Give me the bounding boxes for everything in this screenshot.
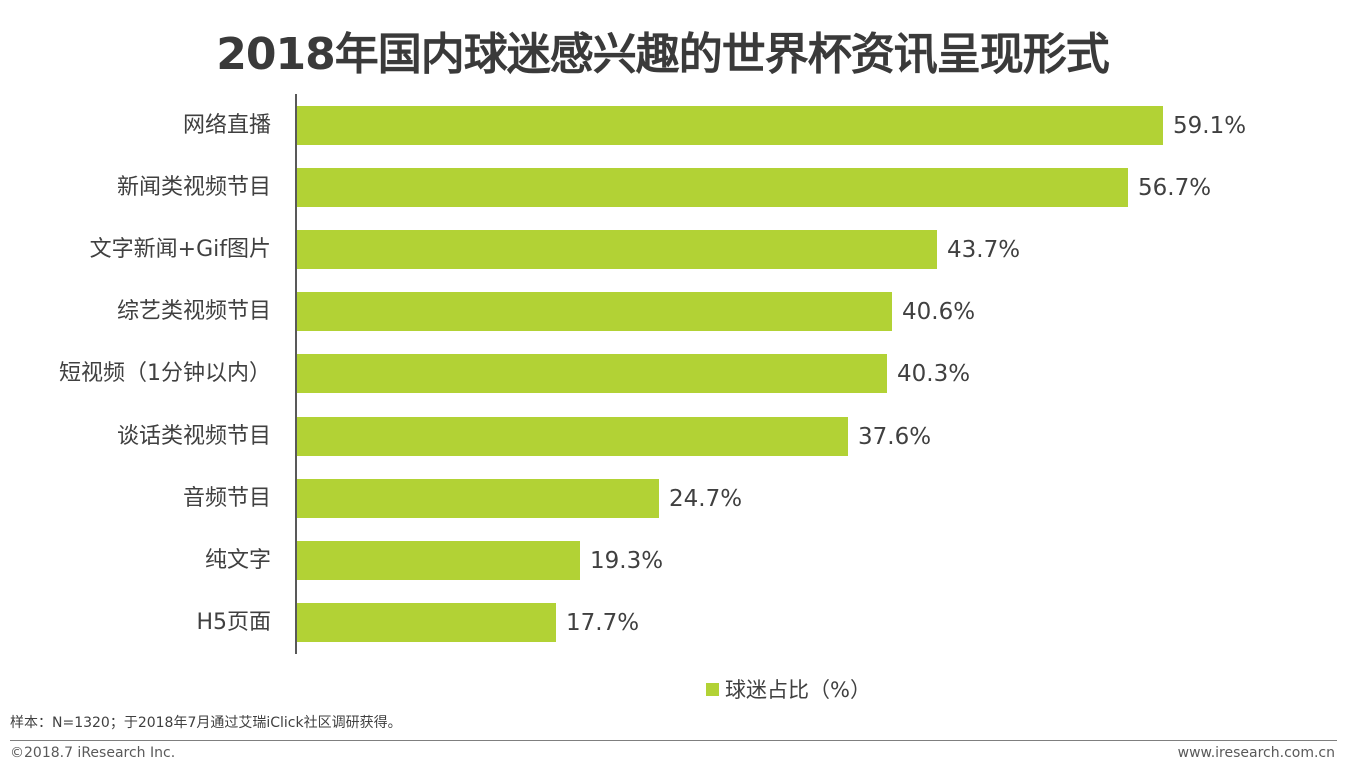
bar (297, 230, 937, 269)
chart-title: 2018年国内球迷感兴趣的世界杯资讯呈现形式 (216, 29, 1109, 80)
sample-note: 样本：N=1320；于2018年7月通过艾瑞iClick社区调研获得。 (10, 715, 402, 731)
value-label: 56.7% (1138, 175, 1212, 201)
bar (297, 479, 659, 518)
bar-row: 文字新闻+Gif图片 43.7% (0, 230, 1345, 270)
copyright: ©2018.7 iResearch Inc. (10, 745, 176, 761)
value-label: 40.3% (897, 361, 971, 387)
bar (297, 417, 848, 456)
footer-divider (10, 740, 1337, 741)
value-label: 17.7% (566, 610, 640, 636)
bar-row: 网络直播 59.1% (0, 106, 1345, 146)
bar (297, 106, 1163, 145)
category-label: 新闻类视频节目 (116, 175, 271, 200)
value-label: 19.3% (590, 548, 664, 574)
bar-row: 音频节目 24.7% (0, 479, 1345, 519)
category-label: 综艺类视频节目 (116, 299, 271, 324)
value-label: 24.7% (669, 486, 743, 512)
legend-label: 球迷占比（%） (725, 678, 871, 702)
category-label: 纯文字 (204, 548, 271, 573)
legend: 球迷占比（%） (706, 674, 871, 704)
bar (297, 168, 1128, 207)
category-label: H5页面 (196, 610, 271, 635)
bar-row: H5页面 17.7% (0, 603, 1345, 643)
bar-row: 短视频（1分钟以内） 40.3% (0, 354, 1345, 394)
bar-row: 纯文字 19.3% (0, 541, 1345, 581)
website-url: www.iresearch.com.cn (1177, 745, 1335, 761)
value-label: 40.6% (902, 299, 976, 325)
bar-row: 新闻类视频节目 56.7% (0, 168, 1345, 208)
category-label: 文字新闻+Gif图片 (89, 237, 271, 262)
value-label: 59.1% (1173, 113, 1247, 139)
category-label: 音频节目 (182, 486, 271, 511)
value-label: 37.6% (858, 424, 932, 450)
category-label: 谈话类视频节目 (116, 424, 271, 449)
legend-swatch (706, 682, 719, 696)
bar-row: 综艺类视频节目 40.6% (0, 292, 1345, 332)
bar (297, 603, 556, 642)
bar (297, 541, 580, 580)
bar-row: 谈话类视频节目 37.6% (0, 417, 1345, 457)
value-label: 43.7% (947, 237, 1021, 263)
category-axis-line (295, 94, 297, 654)
category-label: 短视频（1分钟以内） (59, 361, 271, 386)
category-label: 网络直播 (182, 113, 271, 138)
bar (297, 354, 887, 393)
bar (297, 292, 892, 331)
